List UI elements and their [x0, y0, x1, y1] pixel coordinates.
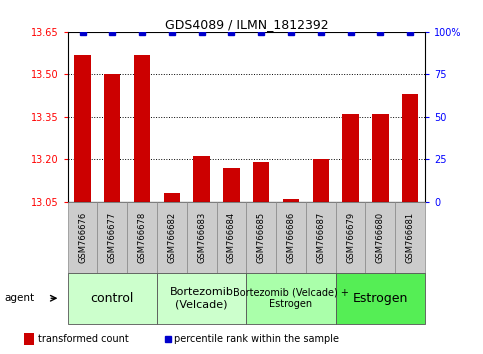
- Text: GSM766677: GSM766677: [108, 212, 117, 263]
- Bar: [306, 202, 336, 273]
- Bar: [127, 202, 157, 273]
- Bar: [216, 202, 246, 273]
- Bar: [68, 202, 98, 273]
- Bar: [223, 168, 240, 202]
- Text: GSM766683: GSM766683: [197, 212, 206, 263]
- Bar: [253, 162, 270, 202]
- Bar: [313, 159, 329, 202]
- Bar: [98, 202, 127, 273]
- Text: GSM766687: GSM766687: [316, 212, 325, 263]
- Text: GSM766680: GSM766680: [376, 212, 385, 263]
- Bar: [336, 202, 366, 273]
- Bar: [366, 202, 395, 273]
- Bar: [68, 273, 157, 324]
- Text: GSM766682: GSM766682: [168, 212, 176, 263]
- Text: Bortezomib
(Velcade): Bortezomib (Velcade): [170, 287, 234, 309]
- Text: agent: agent: [5, 293, 35, 303]
- Text: transformed count: transformed count: [38, 334, 129, 344]
- Bar: [157, 273, 246, 324]
- Bar: [246, 202, 276, 273]
- Text: GSM766679: GSM766679: [346, 212, 355, 263]
- Text: GSM766684: GSM766684: [227, 212, 236, 263]
- Text: GSM766685: GSM766685: [257, 212, 266, 263]
- Bar: [342, 114, 359, 202]
- Text: control: control: [91, 292, 134, 305]
- Bar: [246, 273, 336, 324]
- Bar: [402, 94, 418, 202]
- Bar: [372, 114, 388, 202]
- Text: GSM766686: GSM766686: [286, 212, 296, 263]
- Title: GDS4089 / ILMN_1812392: GDS4089 / ILMN_1812392: [165, 18, 328, 31]
- Text: GSM766678: GSM766678: [138, 212, 146, 263]
- Bar: [74, 55, 91, 202]
- Text: GSM766681: GSM766681: [406, 212, 414, 263]
- Bar: [157, 202, 187, 273]
- Bar: [336, 273, 425, 324]
- Text: Bortezomib (Velcade) +
Estrogen: Bortezomib (Velcade) + Estrogen: [233, 287, 349, 309]
- Bar: [134, 55, 150, 202]
- Bar: [194, 156, 210, 202]
- Bar: [395, 202, 425, 273]
- Bar: [104, 74, 120, 202]
- Text: GSM766676: GSM766676: [78, 212, 87, 263]
- Bar: [24, 333, 34, 345]
- Text: percentile rank within the sample: percentile rank within the sample: [174, 334, 339, 344]
- Text: Estrogen: Estrogen: [353, 292, 408, 305]
- Bar: [283, 199, 299, 202]
- Bar: [164, 193, 180, 202]
- Bar: [187, 202, 216, 273]
- Bar: [276, 202, 306, 273]
